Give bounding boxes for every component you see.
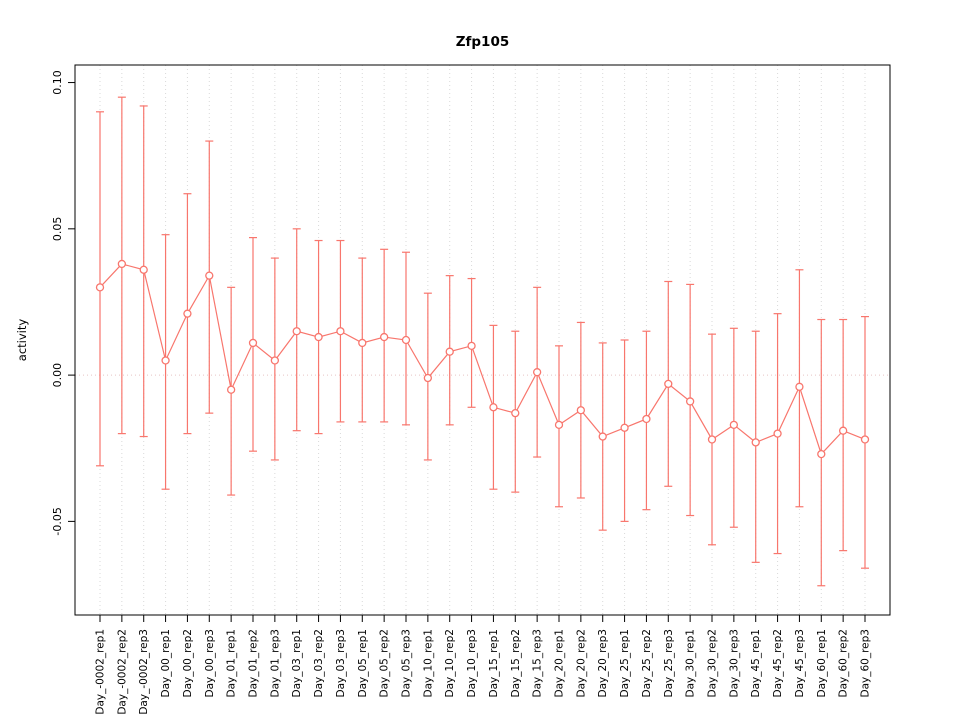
data-point <box>642 414 651 424</box>
y-tick-label: 0.00 <box>51 363 64 388</box>
data-point <box>95 283 105 292</box>
x-tick-label: Day_10_rep3 <box>466 629 478 698</box>
data-point <box>401 335 411 345</box>
data-point <box>270 356 280 365</box>
x-tick-label: Day_30_rep2 <box>707 629 719 698</box>
data-point <box>511 408 520 418</box>
data-point <box>773 429 782 438</box>
chart-title: Zfp105 <box>456 34 510 50</box>
x-tick-label: Day_25_rep2 <box>641 629 653 698</box>
y-tick-label: 0.10 <box>51 70 64 95</box>
data-point <box>729 420 739 429</box>
x-tick-label: Day_60_rep1 <box>816 629 828 698</box>
data-point <box>336 327 345 336</box>
data-point <box>445 347 454 356</box>
x-tick-label: Day_00_rep2 <box>182 629 194 698</box>
y-tick-label: 0.05 <box>51 217 64 242</box>
x-tick-label: Day_-0002_rep1 <box>95 629 107 715</box>
x-tick-label: Day_-0002_rep2 <box>116 629 128 715</box>
x-tick-label: Day_15_rep2 <box>510 629 522 698</box>
x-tick-label: Day_45_rep2 <box>772 629 784 698</box>
x-tick-label: Day_05_rep2 <box>379 629 391 698</box>
data-point <box>795 382 804 391</box>
data-point <box>664 379 673 389</box>
data-point <box>751 438 760 447</box>
x-tick-label: Day_20_rep2 <box>575 629 587 698</box>
x-tick-label: Day_01_rep2 <box>248 629 260 698</box>
data-point <box>379 332 389 342</box>
data-point <box>685 397 695 406</box>
data-point <box>139 265 148 274</box>
data-point <box>838 426 848 435</box>
x-tick-label: Day_15_rep1 <box>488 629 500 698</box>
data-point <box>205 271 214 280</box>
x-tick-label: Day_01_rep1 <box>226 629 238 698</box>
x-tick-label: Day_60_rep2 <box>838 629 850 698</box>
x-tick-label: Day_-0002_rep3 <box>138 629 150 715</box>
y-axis: -0.05 0.00 0.05 0.10 <box>51 70 75 536</box>
data-point <box>489 403 498 412</box>
x-tick-label: Day_25_rep3 <box>663 629 675 698</box>
data-point <box>554 420 564 429</box>
data-point <box>817 449 826 459</box>
data-point <box>161 356 170 365</box>
data-point <box>226 385 236 394</box>
data-point <box>117 259 127 269</box>
data-points <box>95 259 870 459</box>
x-axis: Day_-0002_rep1 Day_-0002_rep2 Day_-0002_re… <box>95 615 872 715</box>
x-tick-label: Day_15_rep3 <box>532 629 544 698</box>
x-tick-label: Day_45_rep3 <box>794 629 806 698</box>
error-bars <box>96 96 869 587</box>
x-tick-label: Day_03_rep2 <box>313 629 325 698</box>
data-point <box>423 373 433 383</box>
x-tick-label: Day_45_rep1 <box>750 629 762 698</box>
data-point <box>576 406 586 415</box>
x-tick-label: Day_03_rep1 <box>291 629 303 698</box>
data-point <box>598 432 607 441</box>
x-tick-label: Day_00_rep3 <box>204 629 216 698</box>
data-point <box>183 309 192 318</box>
x-tick-label: Day_05_rep1 <box>357 629 369 698</box>
series-line <box>99 263 866 456</box>
x-tick-label: Day_01_rep3 <box>269 629 281 698</box>
y-axis-title: activity <box>15 319 29 362</box>
data-point <box>314 332 323 342</box>
data-point <box>532 368 542 377</box>
gridlines <box>99 65 866 615</box>
x-tick-label: Day_05_rep3 <box>401 629 413 698</box>
data-point <box>467 341 476 351</box>
x-tick-label: Day_60_rep3 <box>860 629 872 698</box>
x-tick-label: Day_10_rep2 <box>444 629 456 698</box>
x-tick-label: Day_20_rep1 <box>554 629 566 698</box>
data-point <box>707 435 717 444</box>
data-point <box>358 338 367 348</box>
x-tick-label: Day_25_rep1 <box>619 629 631 698</box>
x-tick-label: Day_20_rep3 <box>597 629 609 698</box>
x-tick-label: Day_30_rep3 <box>728 629 740 698</box>
data-point <box>860 435 870 444</box>
y-tick-label: -0.05 <box>51 507 64 535</box>
data-point <box>620 423 629 432</box>
x-tick-label: Day_00_rep1 <box>160 629 172 698</box>
x-tick-label: Day_10_rep1 <box>422 629 434 698</box>
data-point <box>292 327 301 336</box>
plot-border <box>74 64 891 616</box>
data-point <box>248 338 258 348</box>
x-tick-label: Day_03_rep3 <box>335 629 347 698</box>
x-tick-label: Day_30_rep1 <box>685 629 697 698</box>
